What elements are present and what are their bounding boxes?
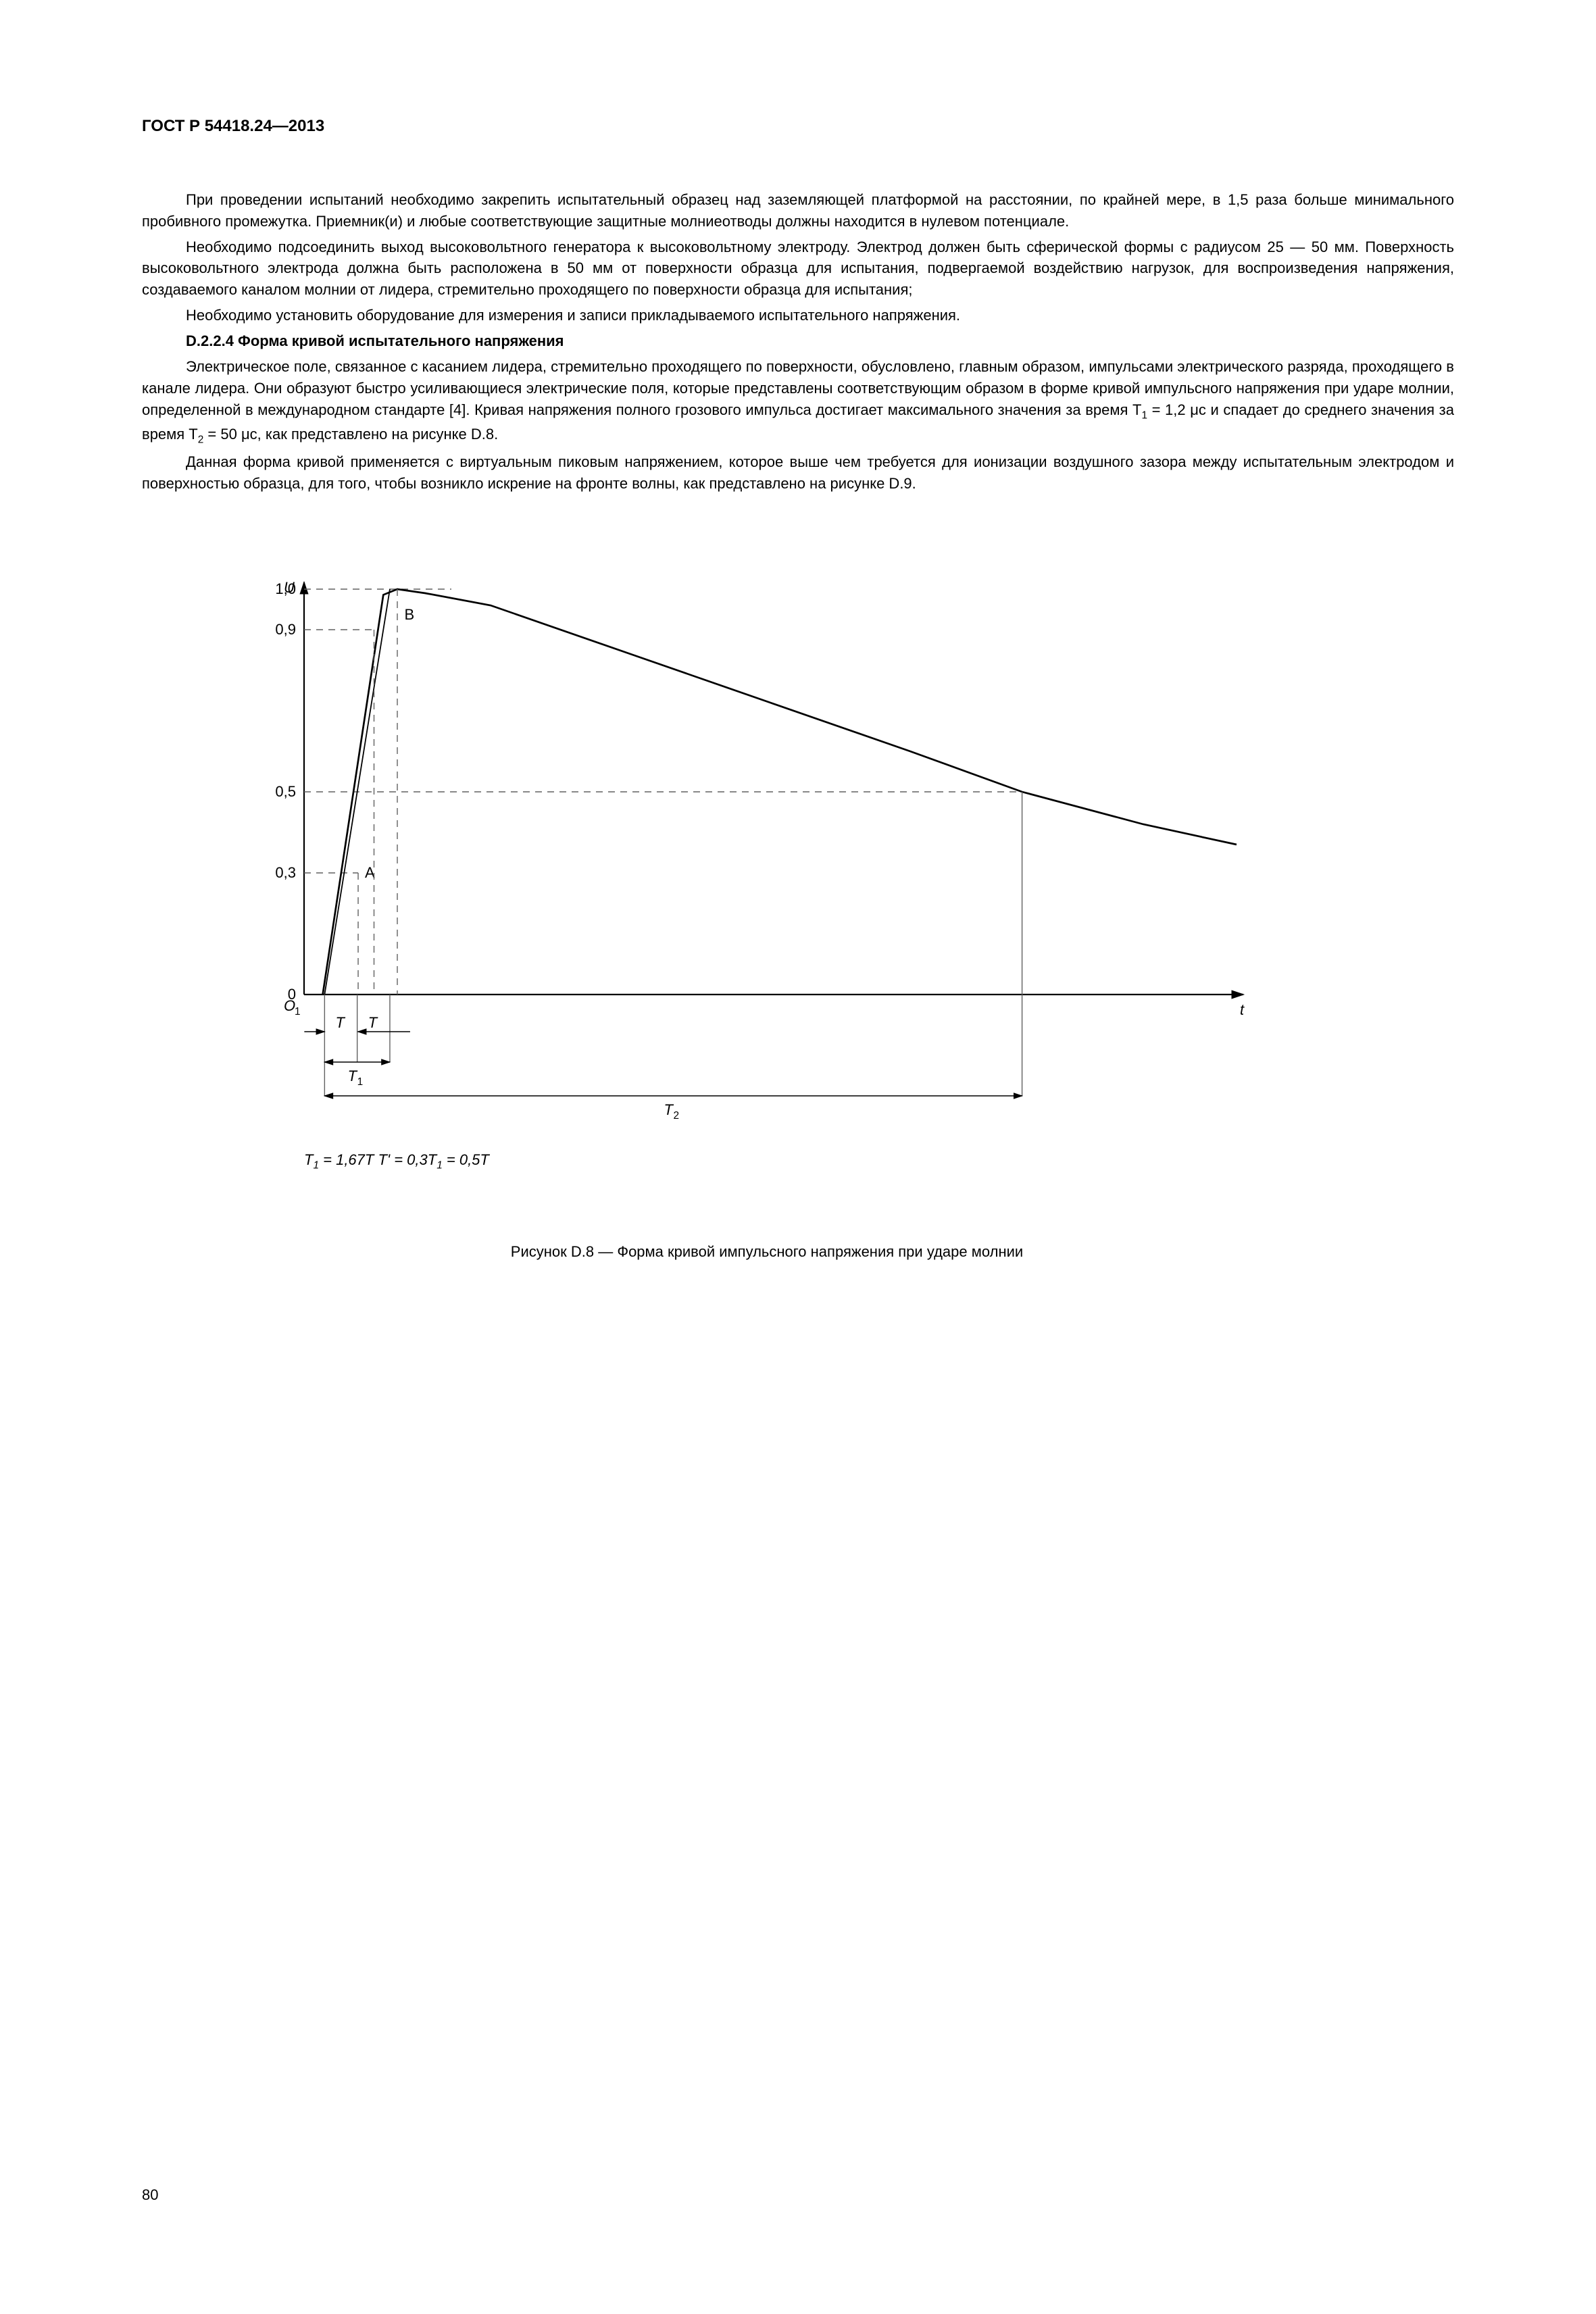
paragraph-2: Необходимо подсоединить выход высоковоль… (142, 236, 1454, 301)
svg-text:T: T (368, 1014, 378, 1031)
svg-text:O: O (284, 997, 295, 1014)
figure-d8: Ut00,30,50,91,0ABO1TTT1T2 T1 = 1,67T T' … (243, 569, 1291, 1263)
eq-T1-sub: 1 (313, 1159, 319, 1171)
svg-text:t: t (1240, 1001, 1245, 1018)
svg-text:1: 1 (357, 1076, 364, 1088)
document-header: ГОСТ Р 54418.24—2013 (142, 115, 1454, 139)
svg-text:T: T (336, 1014, 346, 1031)
eq-mid: = 1,67T T' = 0,3T (319, 1151, 437, 1168)
svg-text:1: 1 (295, 1006, 301, 1017)
svg-text:0,9: 0,9 (275, 621, 296, 638)
paragraph-1: При проведении испытаний необходимо закр… (142, 189, 1454, 232)
svg-text:0,5: 0,5 (275, 783, 296, 800)
eq-T1: T (304, 1151, 313, 1168)
figure-equations: T1 = 1,67T T' = 0,3T1 = 0,5T (304, 1149, 1291, 1174)
subsection-heading: D.2.2.4 Форма кривой испытательного напр… (142, 330, 1454, 352)
svg-text:T: T (664, 1101, 674, 1118)
eq-tail: = 0,5T (443, 1151, 489, 1168)
figure-caption: Рисунок D.8 — Форма кривой импульсного н… (243, 1241, 1291, 1263)
paragraph-3: Необходимо установить оборудование для и… (142, 305, 1454, 326)
paragraph-5: Данная форма кривой применяется с виртуа… (142, 451, 1454, 495)
page-number: 80 (142, 2184, 158, 2206)
svg-text:A: A (365, 864, 375, 881)
svg-text:B: B (405, 606, 415, 623)
svg-text:1,0: 1,0 (275, 580, 296, 597)
svg-text:T: T (348, 1067, 358, 1084)
paragraph-4: Электрическое поле, связанное с касанием… (142, 356, 1454, 447)
impulse-waveform-chart: Ut00,30,50,91,0ABO1TTT1T2 (243, 569, 1257, 1123)
subscript-1: 1 (1141, 409, 1147, 421)
svg-text:0,3: 0,3 (275, 864, 296, 881)
eq-T1-sub-b: 1 (437, 1159, 443, 1171)
svg-text:2: 2 (673, 1110, 679, 1122)
para4-text-c: = 50 μс, как представлено на рисунке D.8… (203, 426, 498, 443)
